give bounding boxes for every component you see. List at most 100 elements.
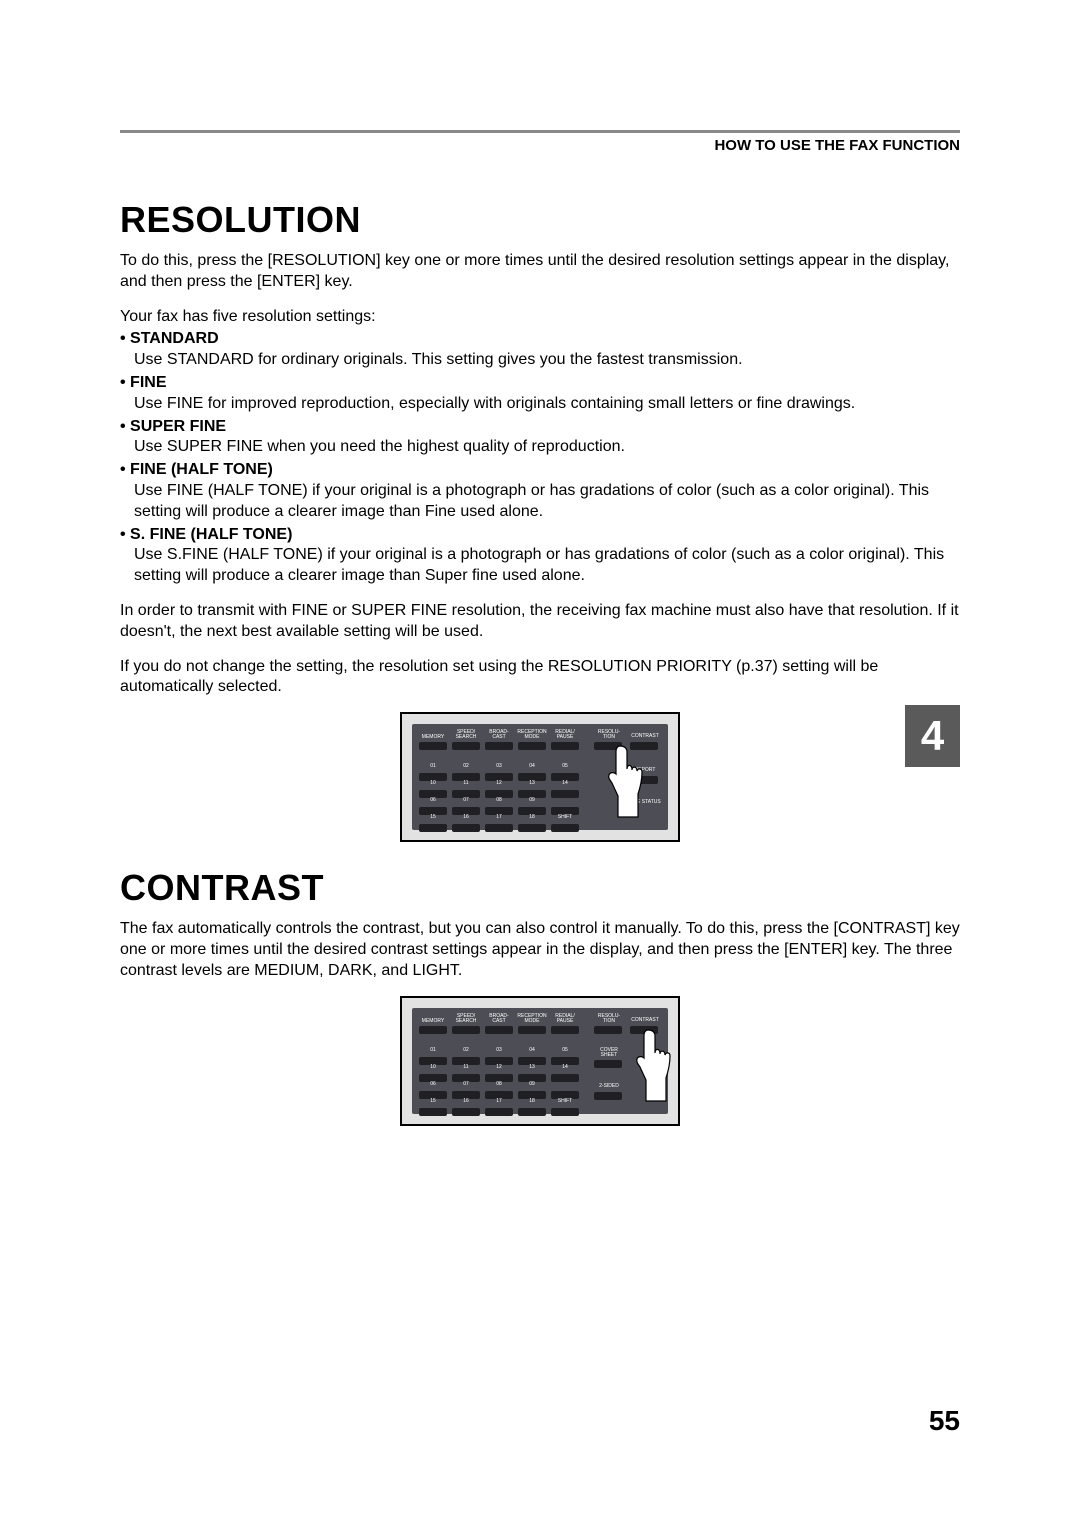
- key-label: RECEPTION MODE: [517, 730, 547, 740]
- contrast-body: The fax automatically controls the contr…: [120, 919, 960, 981]
- key-num: 14: [562, 1065, 568, 1072]
- key-label: BROAD- CAST: [484, 1014, 514, 1024]
- key-label: REDIAL/ PAUSE: [550, 730, 580, 740]
- key-num: 03: [496, 764, 502, 771]
- panel-key[interactable]: [419, 824, 447, 832]
- panel-key[interactable]: [518, 742, 546, 750]
- key-num: 15: [430, 815, 436, 822]
- chapter-tab: 4: [905, 705, 960, 767]
- key-num: 05: [562, 1048, 568, 1055]
- key-label: MEMORY: [422, 730, 444, 740]
- key-label: SPEED/ SEARCH: [451, 730, 481, 740]
- resolution-key-label: RESOLU- TION: [594, 1014, 624, 1024]
- key-num: 18: [529, 815, 535, 822]
- key-num: 15: [430, 1099, 436, 1106]
- hand-icon: [626, 1028, 674, 1103]
- key-num: 07: [463, 798, 469, 805]
- panel-key[interactable]: [419, 742, 447, 750]
- panel-key[interactable]: [551, 824, 579, 832]
- key-num: 12: [496, 781, 502, 788]
- item-desc: Use FINE (HALF TONE) if your original is…: [120, 481, 960, 523]
- panel-key[interactable]: [518, 824, 546, 832]
- panel-key[interactable]: [452, 1026, 480, 1034]
- item-name: STANDARD: [130, 330, 219, 347]
- item-desc: Use SUPER FINE when you need the highest…: [120, 437, 960, 458]
- key-num: 06: [430, 798, 436, 805]
- cover-sheet-label: COVER SHEET: [594, 1048, 624, 1058]
- panel-key[interactable]: [551, 1108, 579, 1116]
- key-num: 04: [529, 764, 535, 771]
- list-item: • FINE (HALF TONE) Use FINE (HALF TONE) …: [120, 460, 960, 522]
- header-section-title: HOW TO USE THE FAX FUNCTION: [120, 137, 960, 154]
- panel-key[interactable]: [452, 824, 480, 832]
- resolution-intro: To do this, press the [RESOLUTION] key o…: [120, 251, 960, 293]
- panel-key[interactable]: [551, 1026, 579, 1034]
- panel-key[interactable]: [485, 1108, 513, 1116]
- key-num: SHIFT: [558, 1099, 572, 1106]
- key-num: 09: [529, 1082, 535, 1089]
- list-item: • FINE Use FINE for improved reproductio…: [120, 373, 960, 415]
- key-num: 16: [463, 1099, 469, 1106]
- fax-panel-resolution: MEMORY SPEED/ SEARCHBROAD- CASTRECEPTION …: [400, 712, 680, 842]
- panel-key[interactable]: [551, 790, 579, 798]
- key-label: RECEPTION MODE: [517, 1014, 547, 1024]
- panel-key[interactable]: [485, 742, 513, 750]
- item-desc: Use STANDARD for ordinary originals. Thi…: [120, 350, 960, 371]
- resolution-note1: In order to transmit with FINE or SUPER …: [120, 601, 960, 643]
- resolution-intro2: Your fax has five resolution settings:: [120, 307, 960, 328]
- panel-key[interactable]: [485, 824, 513, 832]
- resolution-key[interactable]: [594, 1026, 622, 1034]
- page-number: 55: [929, 1405, 960, 1437]
- panel-key[interactable]: [551, 742, 579, 750]
- key-label: REDIAL/ PAUSE: [550, 1014, 580, 1024]
- cover-sheet-key[interactable]: [594, 1060, 622, 1068]
- key-label: MEMORY: [422, 1014, 444, 1024]
- list-item: • STANDARD Use STANDARD for ordinary ori…: [120, 329, 960, 371]
- panel-key[interactable]: [518, 1108, 546, 1116]
- item-desc: Use FINE for improved reproduction, espe…: [120, 394, 960, 415]
- panel-key[interactable]: [419, 1026, 447, 1034]
- key-num: 02: [463, 764, 469, 771]
- key-num: 14: [562, 781, 568, 788]
- panel-key[interactable]: [452, 1108, 480, 1116]
- key-num: 11: [463, 781, 468, 788]
- key-num: 05: [562, 764, 568, 771]
- resolution-note2: If you do not change the setting, the re…: [120, 657, 960, 699]
- key-label: BROAD- CAST: [484, 730, 514, 740]
- key-num: 06: [430, 1082, 436, 1089]
- key-num: 13: [529, 781, 535, 788]
- key-num: SHIFT: [558, 815, 572, 822]
- panel-key[interactable]: [551, 1074, 579, 1082]
- key-label: SPEED/ SEARCH: [451, 1014, 481, 1024]
- header-rule: [120, 130, 960, 133]
- list-item: • SUPER FINE Use SUPER FINE when you nee…: [120, 417, 960, 459]
- key-num: 10: [430, 1065, 436, 1072]
- contrast-key-label: CONTRAST: [628, 734, 662, 739]
- panel-key[interactable]: [485, 1026, 513, 1034]
- hand-icon: [598, 744, 646, 819]
- key-num: 03: [496, 1048, 502, 1055]
- item-name: FINE: [130, 374, 166, 391]
- key-num: 02: [463, 1048, 469, 1055]
- resolution-key-label: RESOLU- TION: [594, 730, 624, 740]
- contrast-key-label: CONTRAST: [628, 1018, 662, 1023]
- key-num: 01: [430, 764, 436, 771]
- key-num: 08: [496, 798, 502, 805]
- item-name: S. FINE (HALF TONE): [130, 526, 292, 543]
- key-num: 01: [430, 1048, 436, 1055]
- panel-key[interactable]: [518, 1026, 546, 1034]
- resolution-heading: RESOLUTION: [120, 199, 960, 241]
- key-num: 10: [430, 781, 436, 788]
- resolution-list: • STANDARD Use STANDARD for ordinary ori…: [120, 329, 960, 587]
- key-num: 17: [496, 815, 502, 822]
- fax-panel-contrast: MEMORY SPEED/ SEARCHBROAD- CASTRECEPTION …: [400, 996, 680, 1126]
- key-num: 07: [463, 1082, 469, 1089]
- key-num: 04: [529, 1048, 535, 1055]
- panel-key[interactable]: [452, 742, 480, 750]
- key-num: 09: [529, 798, 535, 805]
- panel-key[interactable]: [419, 1108, 447, 1116]
- contrast-heading: CONTRAST: [120, 867, 960, 909]
- two-sided-label: 2-SIDED: [594, 1084, 624, 1089]
- item-name: FINE (HALF TONE): [130, 461, 273, 478]
- two-sided-key[interactable]: [594, 1092, 622, 1100]
